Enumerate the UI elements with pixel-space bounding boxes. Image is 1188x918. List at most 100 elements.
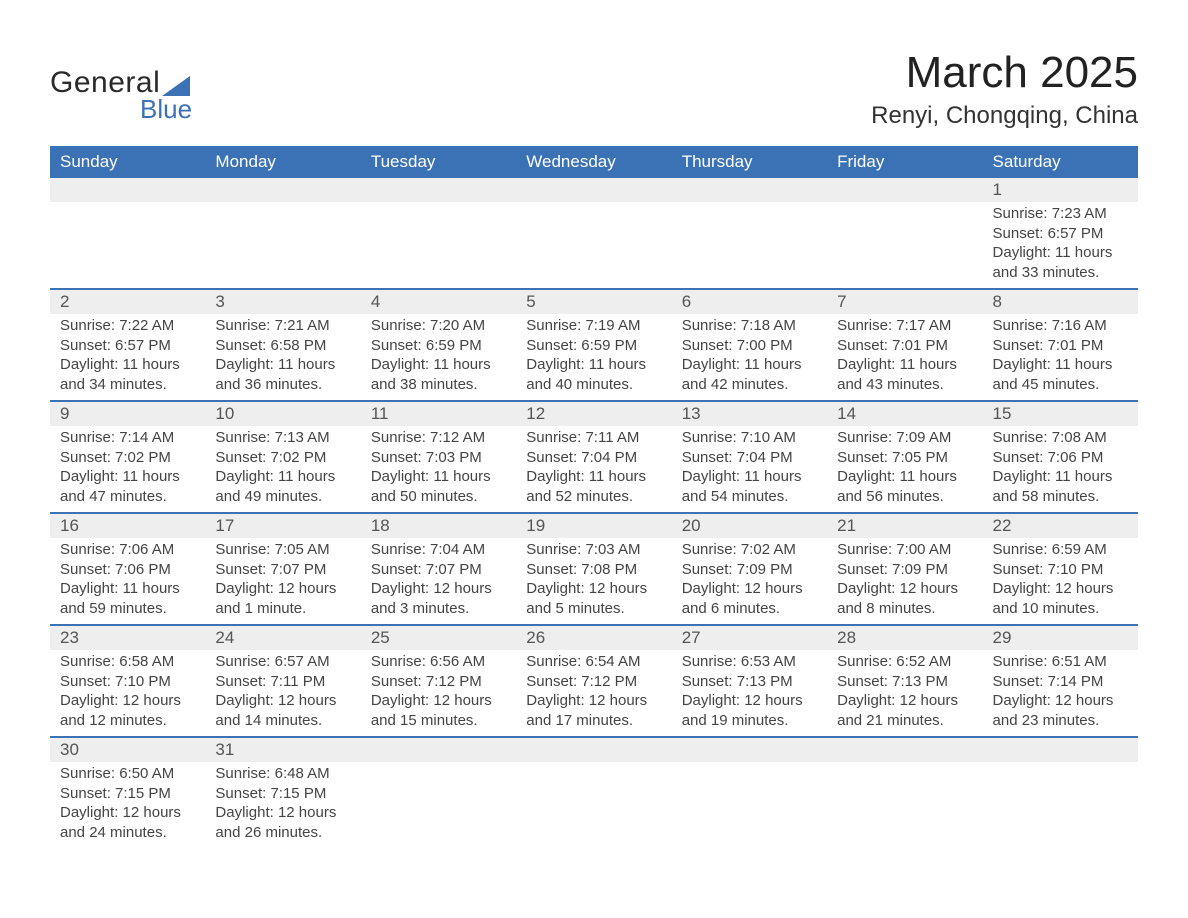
- sunset-text: Sunset: 7:04 PM: [682, 448, 817, 468]
- daylight-text-2: and 50 minutes.: [371, 487, 506, 507]
- sunrise-text: Sunrise: 7:18 AM: [682, 316, 817, 336]
- daylight-text-1: Daylight: 12 hours: [60, 691, 195, 711]
- day-number: 29: [983, 626, 1138, 650]
- day-cell: Sunrise: 7:19 AMSunset: 6:59 PMDaylight:…: [516, 314, 671, 400]
- day-number: 28: [827, 626, 982, 650]
- daylight-text-1: Daylight: 11 hours: [837, 355, 972, 375]
- daynum-bar: 9101112131415: [50, 400, 1138, 426]
- daylight-text-2: and 54 minutes.: [682, 487, 817, 507]
- day-number: 7: [827, 290, 982, 314]
- daylight-text-1: Daylight: 12 hours: [837, 691, 972, 711]
- day-number: 14: [827, 402, 982, 426]
- daylight-text-2: and 42 minutes.: [682, 375, 817, 395]
- day-number: [361, 178, 516, 202]
- day-cell: Sunrise: 6:58 AMSunset: 7:10 PMDaylight:…: [50, 650, 205, 736]
- daylight-text-1: Daylight: 11 hours: [682, 355, 817, 375]
- day-cell: [50, 202, 205, 288]
- sunrise-text: Sunrise: 7:05 AM: [215, 540, 350, 560]
- sunrise-text: Sunrise: 6:48 AM: [215, 764, 350, 784]
- daynum-bar: 3031: [50, 736, 1138, 762]
- sunset-text: Sunset: 7:14 PM: [993, 672, 1128, 692]
- daylight-text-2: and 17 minutes.: [526, 711, 661, 731]
- sunset-text: Sunset: 7:00 PM: [682, 336, 817, 356]
- sunrise-text: Sunrise: 6:54 AM: [526, 652, 661, 672]
- daylight-text-1: Daylight: 11 hours: [60, 579, 195, 599]
- daylight-text-1: Daylight: 11 hours: [837, 467, 972, 487]
- day-number: 5: [516, 290, 671, 314]
- sunset-text: Sunset: 7:10 PM: [993, 560, 1128, 580]
- day-cell: Sunrise: 7:12 AMSunset: 7:03 PMDaylight:…: [361, 426, 516, 512]
- day-number: 9: [50, 402, 205, 426]
- day-cell: Sunrise: 7:02 AMSunset: 7:09 PMDaylight:…: [672, 538, 827, 624]
- day-header: Tuesday: [361, 146, 516, 178]
- sunrise-text: Sunrise: 7:10 AM: [682, 428, 817, 448]
- sunrise-text: Sunrise: 6:52 AM: [837, 652, 972, 672]
- daylight-text-1: Daylight: 11 hours: [60, 355, 195, 375]
- daylight-text-2: and 33 minutes.: [993, 263, 1128, 283]
- daylight-text-1: Daylight: 12 hours: [60, 803, 195, 823]
- day-number: 21: [827, 514, 982, 538]
- sunset-text: Sunset: 7:12 PM: [526, 672, 661, 692]
- day-number: 11: [361, 402, 516, 426]
- sunrise-text: Sunrise: 7:02 AM: [682, 540, 817, 560]
- day-header: Monday: [205, 146, 360, 178]
- week-row: Sunrise: 7:23 AMSunset: 6:57 PMDaylight:…: [50, 202, 1138, 288]
- daylight-text-2: and 19 minutes.: [682, 711, 817, 731]
- daylight-text-2: and 36 minutes.: [215, 375, 350, 395]
- daylight-text-1: Daylight: 12 hours: [215, 691, 350, 711]
- day-cell: Sunrise: 6:57 AMSunset: 7:11 PMDaylight:…: [205, 650, 360, 736]
- daylight-text-2: and 24 minutes.: [60, 823, 195, 843]
- sunset-text: Sunset: 7:09 PM: [837, 560, 972, 580]
- day-cell: [516, 762, 671, 848]
- day-number: 3: [205, 290, 360, 314]
- day-cell: Sunrise: 6:51 AMSunset: 7:14 PMDaylight:…: [983, 650, 1138, 736]
- day-number: 1: [983, 178, 1138, 202]
- daylight-text-1: Daylight: 12 hours: [526, 691, 661, 711]
- sunset-text: Sunset: 7:10 PM: [60, 672, 195, 692]
- day-number: 2: [50, 290, 205, 314]
- daylight-text-2: and 49 minutes.: [215, 487, 350, 507]
- daylight-text-1: Daylight: 12 hours: [215, 579, 350, 599]
- daylight-text-1: Daylight: 11 hours: [371, 467, 506, 487]
- week-row: Sunrise: 6:58 AMSunset: 7:10 PMDaylight:…: [50, 650, 1138, 736]
- daylight-text-2: and 8 minutes.: [837, 599, 972, 619]
- sunrise-text: Sunrise: 7:14 AM: [60, 428, 195, 448]
- daylight-text-2: and 52 minutes.: [526, 487, 661, 507]
- day-header: Wednesday: [516, 146, 671, 178]
- day-cell: [205, 202, 360, 288]
- daylight-text-2: and 6 minutes.: [682, 599, 817, 619]
- day-number: [50, 178, 205, 202]
- day-cell: Sunrise: 7:08 AMSunset: 7:06 PMDaylight:…: [983, 426, 1138, 512]
- day-number: 15: [983, 402, 1138, 426]
- day-cell: Sunrise: 7:00 AMSunset: 7:09 PMDaylight:…: [827, 538, 982, 624]
- day-number: [205, 178, 360, 202]
- day-cell: Sunrise: 6:50 AMSunset: 7:15 PMDaylight:…: [50, 762, 205, 848]
- daylight-text-2: and 59 minutes.: [60, 599, 195, 619]
- logo: General Blue: [50, 66, 192, 125]
- daylight-text-2: and 26 minutes.: [215, 823, 350, 843]
- sunset-text: Sunset: 7:02 PM: [60, 448, 195, 468]
- day-cell: [361, 762, 516, 848]
- daynum-bar: 16171819202122: [50, 512, 1138, 538]
- sunrise-text: Sunrise: 6:58 AM: [60, 652, 195, 672]
- day-cell: Sunrise: 7:09 AMSunset: 7:05 PMDaylight:…: [827, 426, 982, 512]
- day-cell: Sunrise: 7:18 AMSunset: 7:00 PMDaylight:…: [672, 314, 827, 400]
- day-number: [983, 738, 1138, 762]
- sunset-text: Sunset: 7:08 PM: [526, 560, 661, 580]
- day-number: 22: [983, 514, 1138, 538]
- sunset-text: Sunset: 7:07 PM: [215, 560, 350, 580]
- location-subtitle: Renyi, Chongqing, China: [871, 102, 1138, 130]
- day-cell: Sunrise: 7:03 AMSunset: 7:08 PMDaylight:…: [516, 538, 671, 624]
- daylight-text-2: and 47 minutes.: [60, 487, 195, 507]
- daylight-text-2: and 10 minutes.: [993, 599, 1128, 619]
- day-number: [827, 178, 982, 202]
- sunrise-text: Sunrise: 7:21 AM: [215, 316, 350, 336]
- sunrise-text: Sunrise: 6:56 AM: [371, 652, 506, 672]
- sunset-text: Sunset: 7:05 PM: [837, 448, 972, 468]
- sunset-text: Sunset: 7:03 PM: [371, 448, 506, 468]
- daylight-text-1: Daylight: 12 hours: [993, 691, 1128, 711]
- logo-top: General: [50, 66, 192, 100]
- sunrise-text: Sunrise: 7:12 AM: [371, 428, 506, 448]
- title-block: March 2025 Renyi, Chongqing, China: [871, 40, 1138, 140]
- sunrise-text: Sunrise: 7:17 AM: [837, 316, 972, 336]
